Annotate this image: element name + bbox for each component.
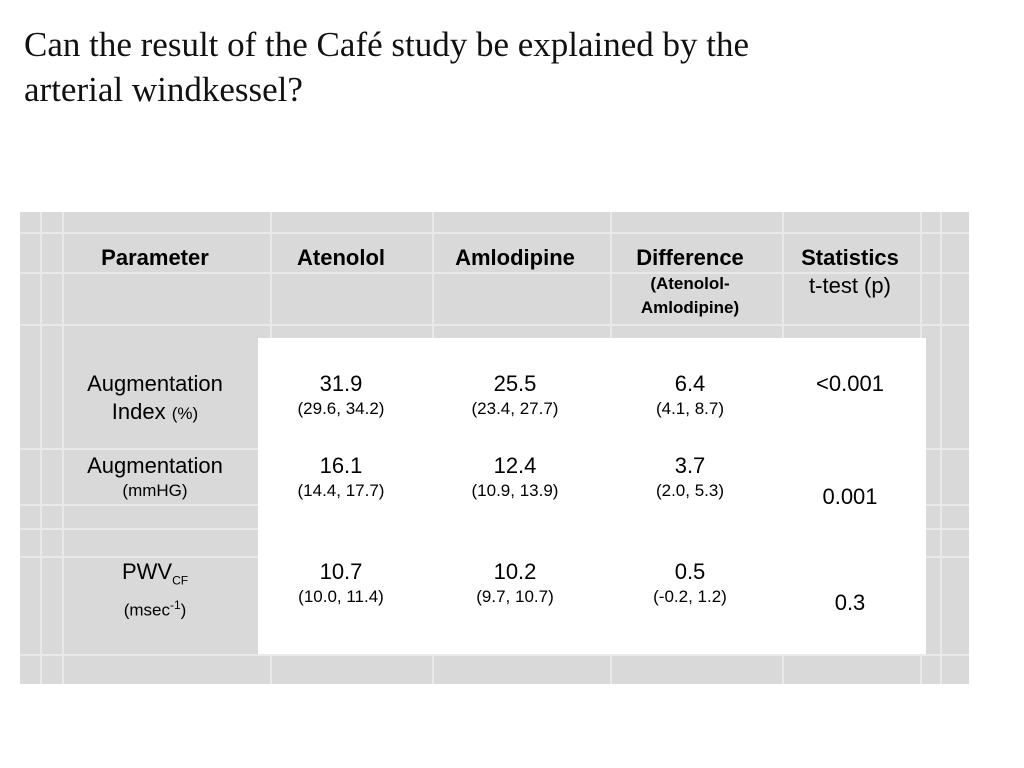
row-3-difference-ci: (-0.2, 1.2) [653, 587, 727, 606]
header-atenolol-label: Atenolol [297, 245, 385, 270]
header-amlodipine: Amlodipine [435, 244, 595, 272]
slide-title: Can the result of the Café study be expl… [24, 22, 984, 112]
row-3-amlodipine-value: 10.2 [493, 559, 537, 584]
row-1-atenolol-value: 31.9 [319, 371, 363, 396]
row-1-difference-ci: (4.1, 8.7) [655, 399, 725, 418]
header-parameter: Parameter [60, 244, 250, 272]
row-3-parameter-line-1: PWVCF [60, 558, 250, 594]
row-3-statistics: 0.3 [782, 589, 918, 617]
row-3-p-value: 0.3 [834, 590, 866, 615]
slide-title-line-1: Can the result of the Café study be expl… [24, 25, 750, 64]
header-statistics: Statistics t-test (p) [782, 244, 918, 300]
slide-title-line-2: arterial windkessel? [24, 70, 303, 109]
row-1-difference-value: 6.4 [674, 371, 706, 396]
row-1-parameter-name: Index [111, 399, 166, 424]
grid-line [20, 232, 969, 234]
row-3-parameter-subscript: CF [172, 573, 189, 588]
table-body-background [258, 338, 926, 654]
row-1-atenolol-ci: (29.6, 34.2) [297, 399, 385, 418]
row-1-amlodipine-value: 25.5 [493, 371, 537, 396]
row-3-atenolol-value: 10.7 [319, 559, 363, 584]
row-1-parameter-line-1: Augmentation [87, 371, 223, 396]
grid-line [20, 324, 969, 326]
header-parameter-label: Parameter [101, 245, 209, 270]
row-3-unit-suffix: ) [180, 601, 187, 621]
row-2-amlodipine-ci: (10.9, 13.9) [471, 481, 559, 500]
header-difference: Difference (Atenolol- Amlodipine) [612, 244, 768, 320]
row-2-statistics: 0.001 [782, 483, 918, 511]
row-2-difference-value: 3.7 [674, 453, 706, 478]
header-difference-sub-2: Amlodipine) [640, 298, 740, 317]
row-1-p-value: <0.001 [816, 371, 884, 396]
row-3-atenolol: 10.7 (10.0, 11.4) [271, 558, 411, 608]
row-3-difference-value: 0.5 [674, 559, 706, 584]
row-2-p-value: 0.001 [822, 484, 878, 509]
row-3-parameter-name: PWV [121, 559, 173, 584]
row-3-unit-superscript: -1 [169, 598, 181, 613]
row-1-parameter-line-2: Index (%) [60, 398, 250, 428]
row-2-atenolol: 16.1 (14.4, 17.7) [271, 452, 411, 502]
header-difference-label: Difference [636, 245, 744, 270]
row-3-difference: 0.5 (-0.2, 1.2) [612, 558, 768, 608]
row-2-difference: 3.7 (2.0, 5.3) [612, 452, 768, 502]
row-3-atenolol-ci: (10.0, 11.4) [298, 587, 384, 606]
row-1-atenolol: 31.9 (29.6, 34.2) [271, 370, 411, 420]
row-3-amlodipine: 10.2 (9.7, 10.7) [435, 558, 595, 608]
row-1-parameter-unit: (%) [171, 404, 199, 423]
row-3-parameter: PWVCF (msec-1) [60, 558, 250, 622]
row-2-parameter-unit: (mmHG) [122, 481, 188, 500]
row-1-difference: 6.4 (4.1, 8.7) [612, 370, 768, 420]
row-1-amlodipine-ci: (23.4, 27.7) [471, 399, 559, 418]
row-1-parameter: Augmentation Index (%) [60, 370, 250, 428]
header-amlodipine-label: Amlodipine [455, 245, 575, 270]
row-2-atenolol-ci: (14.4, 17.7) [297, 481, 385, 500]
row-3-unit-prefix: (msec [123, 601, 170, 621]
row-2-amlodipine: 12.4 (10.9, 13.9) [435, 452, 595, 502]
row-2-atenolol-value: 16.1 [319, 453, 363, 478]
header-difference-sub-1: (Atenolol- [650, 274, 730, 293]
header-atenolol: Atenolol [271, 244, 411, 272]
header-statistics-label: Statistics [801, 245, 899, 270]
row-3-amlodipine-ci: (9.7, 10.7) [476, 587, 554, 606]
grid-line [20, 272, 969, 274]
row-2-parameter-line-1: Augmentation [87, 453, 223, 478]
row-1-statistics: <0.001 [782, 370, 918, 398]
row-2-amlodipine-value: 12.4 [493, 453, 537, 478]
row-2-difference-ci: (2.0, 5.3) [655, 481, 725, 500]
row-1-amlodipine: 25.5 (23.4, 27.7) [435, 370, 595, 420]
row-3-parameter-unit: (msec-1) [60, 594, 250, 622]
row-2-parameter: Augmentation (mmHG) [60, 452, 250, 502]
grid-line [20, 654, 969, 656]
header-statistics-sub: t-test (p) [809, 273, 891, 298]
